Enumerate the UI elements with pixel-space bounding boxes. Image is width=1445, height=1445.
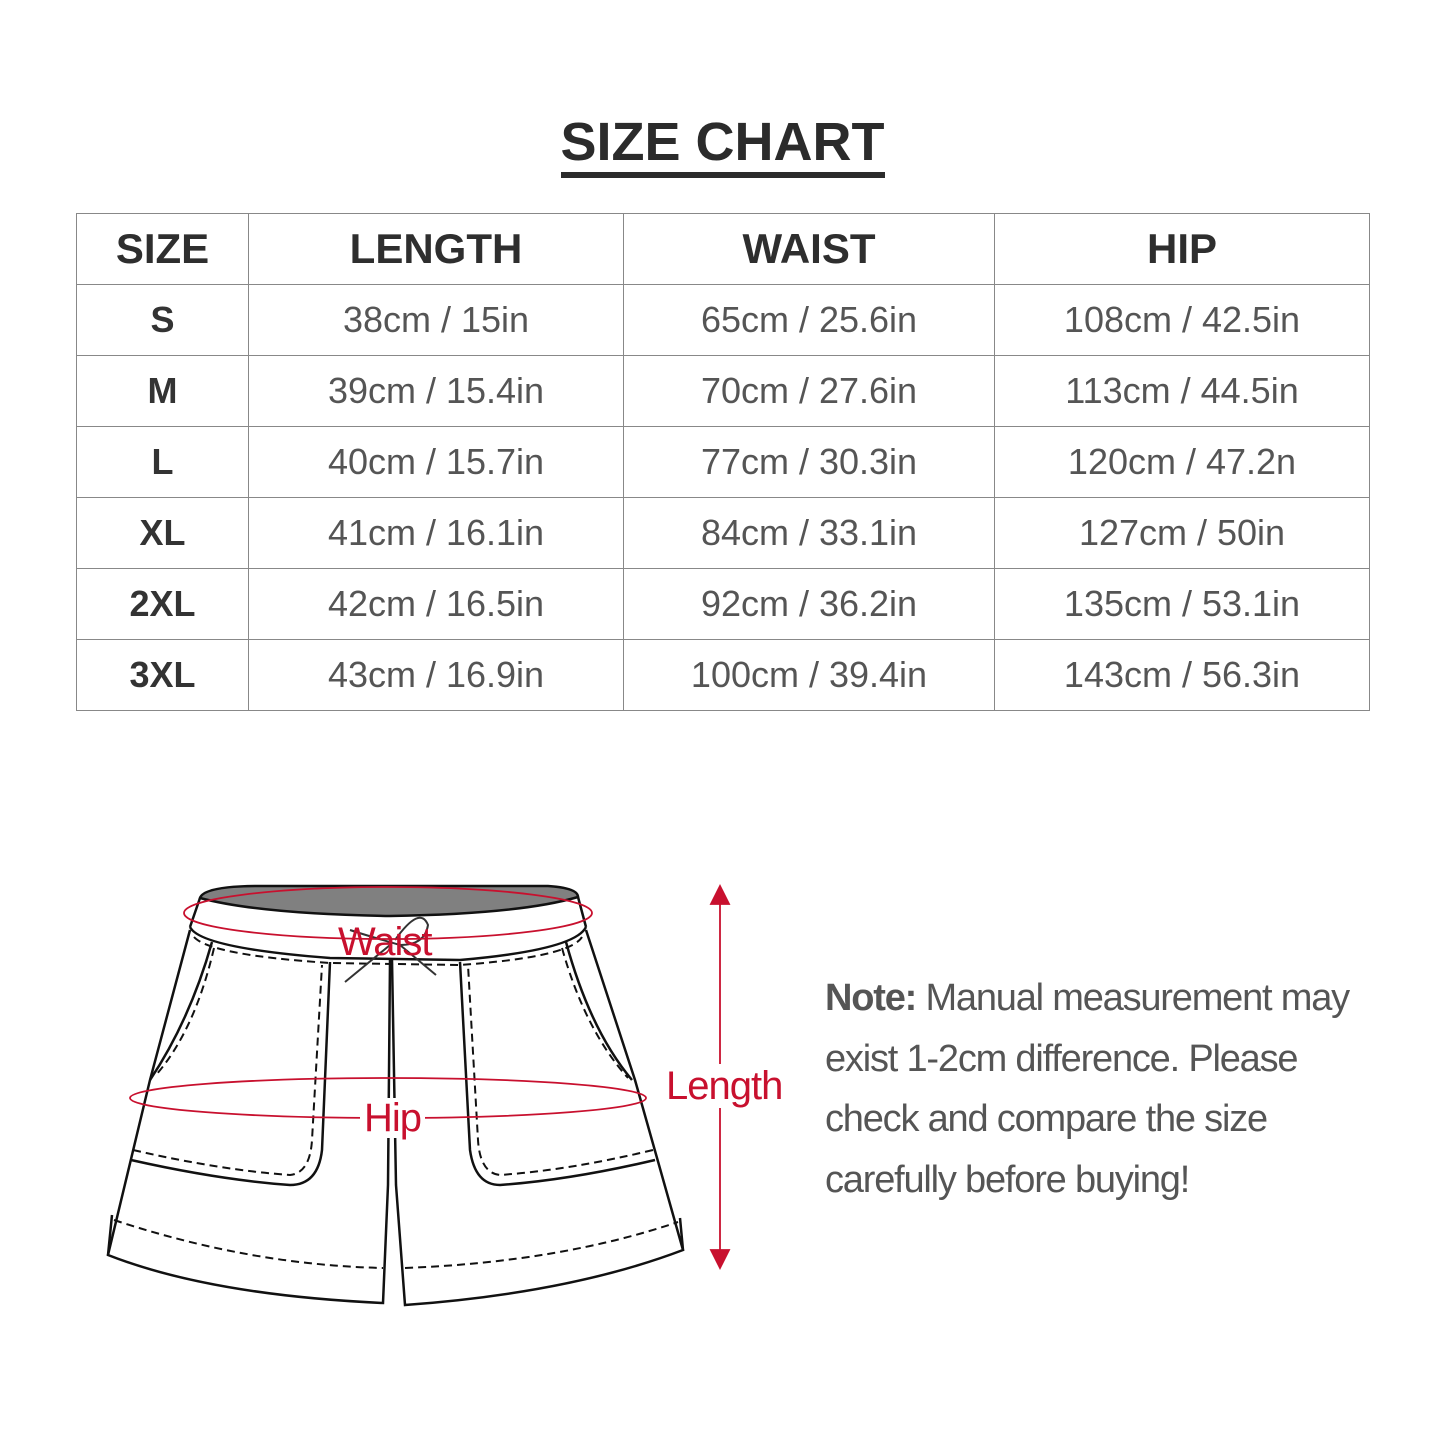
- cell-length: 43cm / 16.9in: [248, 639, 624, 711]
- cell-hip: 108cm / 42.5in: [994, 284, 1370, 356]
- table-row: 2XL 42cm / 16.5in 92cm / 36.2in 135cm / 53.…: [76, 568, 1370, 640]
- waist-measure-line: [183, 886, 593, 940]
- cell-waist: 100cm / 39.4in: [623, 639, 995, 711]
- cell-length: 40cm / 15.7in: [248, 426, 624, 498]
- cell-waist: 92cm / 36.2in: [623, 568, 995, 640]
- table-row: 3XL 43cm / 16.9in 100cm / 39.4in 143cm / 56…: [76, 639, 1370, 711]
- cell-size: M: [76, 355, 249, 427]
- size-table: SIZE LENGTH WAIST HIP S 38cm / 15in 65cm /…: [76, 213, 1370, 711]
- cell-length: 42cm / 16.5in: [248, 568, 624, 640]
- note-label: Note:: [825, 977, 917, 1019]
- table-row: L 40cm / 15.7in 77cm / 30.3in 120cm / 47.2n: [76, 426, 1370, 498]
- header-size: SIZE: [76, 213, 249, 285]
- header-waist: WAIST: [623, 213, 995, 285]
- shorts-outline: [106, 884, 685, 1307]
- note-body: Manual measurement may exist 1-2cm diffe…: [825, 977, 1350, 1201]
- cell-size: 2XL: [76, 568, 249, 640]
- hip-label: Hip: [360, 1098, 426, 1138]
- cell-waist: 84cm / 33.1in: [623, 497, 995, 569]
- waist-label: Waist: [338, 920, 433, 964]
- arrow-down-icon: [709, 1249, 731, 1271]
- cell-hip: 143cm / 56.3in: [994, 639, 1370, 711]
- table-header-row: SIZE LENGTH WAIST HIP: [76, 213, 1370, 285]
- cell-hip: 135cm / 53.1in: [994, 568, 1370, 640]
- shorts-stitching: [113, 936, 679, 1269]
- cell-length: 41cm / 16.1in: [248, 497, 624, 569]
- note-text: Note: Manual measurement may exist 1-2cm…: [825, 968, 1385, 1210]
- cell-waist: 65cm / 25.6in: [623, 284, 995, 356]
- page-title: SIZE CHART: [0, 112, 1445, 178]
- cell-waist: 70cm / 27.6in: [623, 355, 995, 427]
- table-row: M 39cm / 15.4in 70cm / 27.6in 113cm / 44.5i…: [76, 355, 1370, 427]
- cell-size: 3XL: [76, 639, 249, 711]
- cell-waist: 77cm / 30.3in: [623, 426, 995, 498]
- arrow-up-icon: [709, 883, 731, 905]
- length-label: Length: [666, 1064, 783, 1108]
- drawstring-icon: [344, 916, 437, 983]
- cell-size: L: [76, 426, 249, 498]
- cell-size: XL: [76, 497, 249, 569]
- cell-hip: 120cm / 47.2n: [994, 426, 1370, 498]
- table-row: XL 41cm / 16.1in 84cm / 33.1in 127cm / 50in: [76, 497, 1370, 569]
- table-row: S 38cm / 15in 65cm / 25.6in 108cm / 42.5in: [76, 284, 1370, 356]
- cell-hip: 113cm / 44.5in: [994, 355, 1370, 427]
